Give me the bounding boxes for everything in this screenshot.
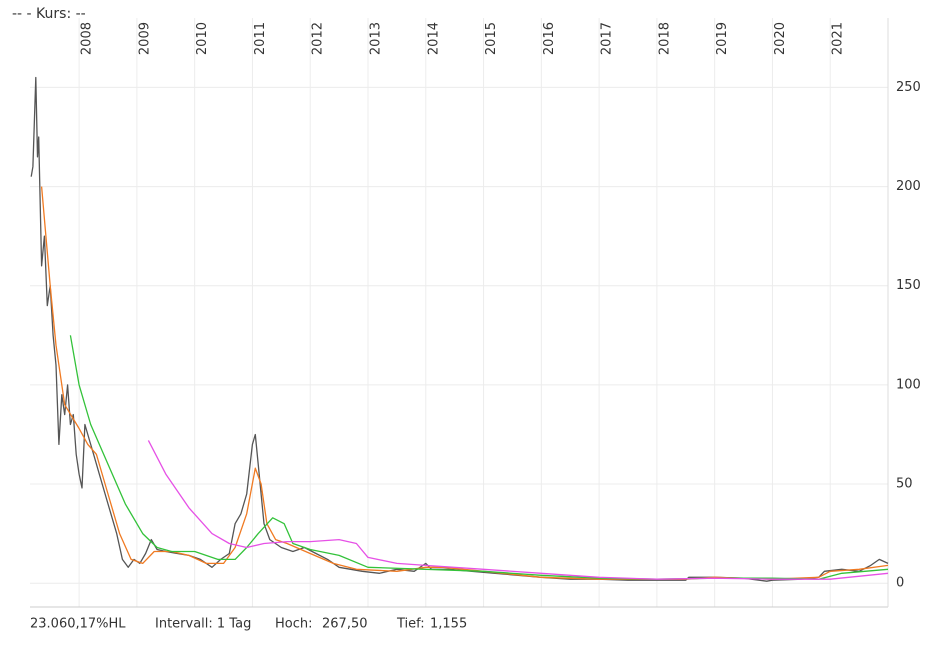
x-tick-label: 2015: [484, 22, 499, 55]
y-tick-label: 50: [896, 477, 913, 492]
price-line: [40, 186, 889, 580]
high-label: Hoch:: [275, 617, 313, 632]
x-tick-label: 2010: [195, 22, 210, 55]
low-label: Tief:: [396, 617, 425, 632]
y-tick-label: 250: [896, 80, 921, 95]
y-tick-label: 200: [896, 179, 921, 194]
x-tick-label: 2009: [137, 22, 152, 55]
price-line: [30, 76, 889, 582]
chart-title: -- - Kurs: --: [12, 6, 86, 22]
y-tick-label: 0: [896, 576, 904, 591]
y-tick-label: 100: [896, 377, 921, 392]
price-line: [147, 440, 889, 580]
x-tick-label: 2021: [831, 22, 846, 55]
x-tick-label: 2019: [715, 22, 730, 55]
x-tick-label: 2012: [311, 22, 326, 55]
x-tick-label: 2018: [657, 22, 672, 55]
interval-info: Intervall: 1 Tag: [155, 617, 251, 632]
price-line: [69, 335, 889, 580]
y-tick-label: 150: [896, 278, 921, 293]
plot-area: 0 50 100 150 200 250 2008 2009 2010 2011 2012 2013 2…: [30, 18, 921, 608]
x-tick-label: 2013: [369, 22, 384, 55]
high-value: 267,50: [322, 617, 368, 632]
range-info: 23.060,17%HL: [30, 617, 126, 632]
low-value: 1,155: [430, 617, 467, 632]
x-tick-label: 2020: [773, 22, 788, 55]
x-tick-label: 2014: [426, 22, 441, 55]
x-tick-label: 2011: [253, 22, 268, 55]
x-tick-label: 2008: [80, 22, 95, 55]
x-tick-label: 2017: [600, 22, 615, 55]
x-tick-label: 2016: [542, 22, 557, 55]
